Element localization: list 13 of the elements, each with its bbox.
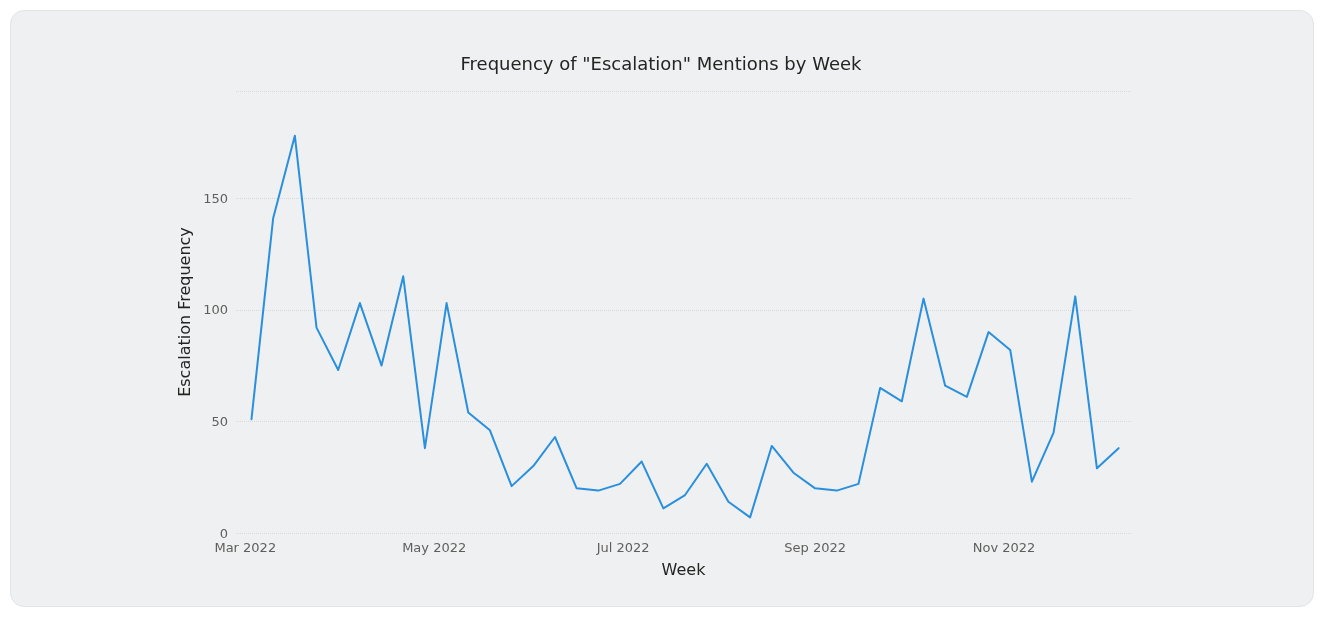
y-tick-label: 100 bbox=[203, 302, 228, 318]
y-tick-label: 150 bbox=[203, 190, 228, 206]
x-tick-label: May 2022 bbox=[402, 540, 467, 555]
y-axis-title: Escalation Frequency bbox=[174, 227, 194, 397]
line-series bbox=[250, 134, 1120, 519]
x-tick-label: Nov 2022 bbox=[972, 540, 1036, 555]
x-tick-label: Jul 2022 bbox=[595, 540, 650, 555]
x-tick-label: Sep 2022 bbox=[784, 540, 846, 555]
x-tick-label: Mar 2022 bbox=[214, 540, 277, 555]
y-tick-label: 0 bbox=[219, 525, 228, 541]
chart-title: Frequency of "Escalation" Mentions by Week bbox=[460, 52, 863, 74]
y-tick-label: 50 bbox=[211, 413, 228, 429]
x-axis-title: Week bbox=[661, 559, 707, 579]
